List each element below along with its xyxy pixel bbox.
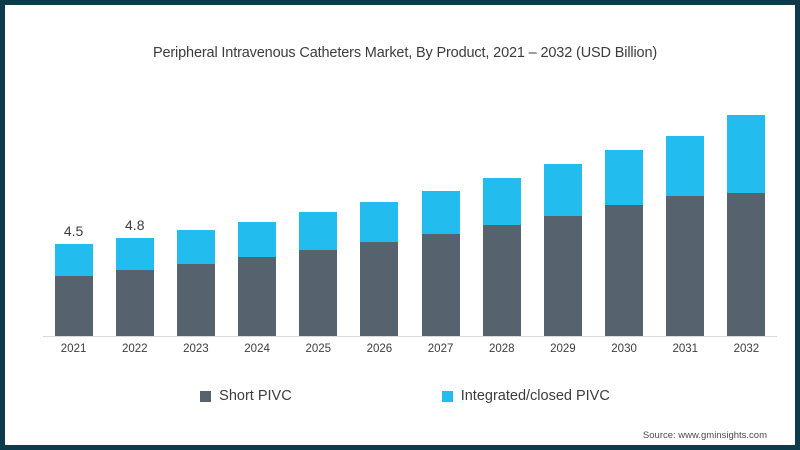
bar-group[interactable] — [482, 177, 521, 336]
chart-legend: Short PIVC Integrated/closed PIVC — [5, 388, 795, 404]
bar-segment-short-pivc[interactable] — [115, 269, 154, 336]
bar-segment-integrated-closed-pivc[interactable] — [482, 177, 521, 225]
legend-item-short-pivc[interactable]: Short PIVC — [200, 388, 292, 404]
bar-stack — [727, 115, 766, 336]
x-axis-tick-label: 2026 — [366, 343, 393, 355]
bar-segment-integrated-closed-pivc[interactable] — [605, 150, 644, 206]
bar-segment-integrated-closed-pivc[interactable] — [421, 191, 460, 234]
plot-area: 4.5 4.8 — [43, 95, 777, 336]
legend-swatch-icon — [441, 390, 453, 402]
bar-segment-integrated-closed-pivc[interactable] — [115, 237, 154, 270]
bar-group[interactable] — [238, 221, 277, 336]
bar-group[interactable] — [299, 212, 338, 336]
bar-segment-short-pivc[interactable] — [666, 196, 705, 336]
bar-group[interactable] — [360, 202, 399, 336]
bar-segment-integrated-closed-pivc[interactable] — [176, 229, 215, 264]
bar-stack — [299, 212, 338, 336]
bar-segment-short-pivc[interactable] — [727, 193, 766, 336]
bar-segment-integrated-closed-pivc[interactable] — [299, 212, 338, 251]
bar-segment-integrated-closed-pivc[interactable] — [727, 115, 766, 194]
bar-stack — [421, 191, 460, 336]
bar-stack — [482, 177, 521, 336]
legend-label: Short PIVC — [219, 388, 292, 404]
bar-stack — [176, 229, 215, 336]
x-axis-tick-label: 2032 — [733, 343, 760, 355]
bar-group[interactable] — [421, 191, 460, 336]
bar-segment-integrated-closed-pivc[interactable] — [238, 221, 277, 258]
x-axis-tick-label: 2030 — [611, 343, 637, 355]
bar-segment-short-pivc[interactable] — [299, 250, 338, 336]
source-attribution: Source: www.gminsights.com — [642, 430, 767, 441]
bar-stack — [115, 237, 154, 336]
bar-value-label: 4.5 — [63, 223, 84, 240]
bar-stack — [238, 221, 277, 336]
bar-value-label: 4.8 — [125, 216, 145, 233]
x-axis-tick-label: 2027 — [427, 343, 454, 355]
bar-segment-short-pivc[interactable] — [543, 215, 582, 336]
bar-group[interactable] — [727, 115, 766, 336]
bar-segment-short-pivc[interactable] — [176, 263, 215, 336]
legend-item-integrated-closed-pivc[interactable]: Integrated/closed PIVC — [441, 388, 610, 404]
bar-segment-short-pivc[interactable] — [360, 242, 399, 336]
chart-title: Peripheral Intravenous Catheters Market,… — [152, 45, 658, 61]
x-axis-tick-label: 2021 — [60, 343, 87, 355]
bar-group[interactable] — [543, 164, 582, 336]
bar-segment-short-pivc[interactable] — [605, 205, 644, 336]
bar-segment-short-pivc[interactable] — [482, 224, 521, 336]
x-axis-tick-label: 2031 — [672, 343, 699, 355]
bar-stack — [605, 150, 644, 336]
bar-group[interactable] — [54, 244, 93, 336]
bar-group[interactable] — [666, 135, 705, 336]
x-axis-tick-label: 2022 — [121, 343, 148, 355]
x-axis-tick-label: 2029 — [550, 343, 576, 355]
bar-stack — [360, 202, 399, 336]
x-axis-tick-label: 2028 — [488, 343, 515, 355]
bar-segment-short-pivc[interactable] — [421, 233, 460, 336]
bar-stack — [54, 244, 93, 336]
bar-group[interactable] — [605, 150, 644, 336]
bar-group[interactable] — [115, 237, 154, 336]
x-axis-line — [43, 336, 777, 337]
legend-label: Integrated/closed PIVC — [460, 388, 610, 404]
bar-segment-integrated-closed-pivc[interactable] — [543, 164, 582, 216]
bar-segment-integrated-closed-pivc[interactable] — [360, 202, 399, 243]
bar-stack — [543, 164, 582, 336]
bar-segment-short-pivc[interactable] — [54, 275, 93, 336]
bar-segment-integrated-closed-pivc[interactable] — [54, 244, 93, 276]
x-axis-tick-label: 2024 — [244, 343, 270, 355]
x-axis-tick-label: 2023 — [183, 343, 209, 355]
bar-stack — [666, 135, 705, 336]
bar-segment-short-pivc[interactable] — [238, 257, 277, 336]
legend-swatch-icon — [200, 390, 212, 402]
bar-group[interactable] — [176, 229, 215, 336]
bar-segment-integrated-closed-pivc[interactable] — [666, 135, 705, 197]
x-axis-tick-label: 2025 — [305, 343, 332, 355]
